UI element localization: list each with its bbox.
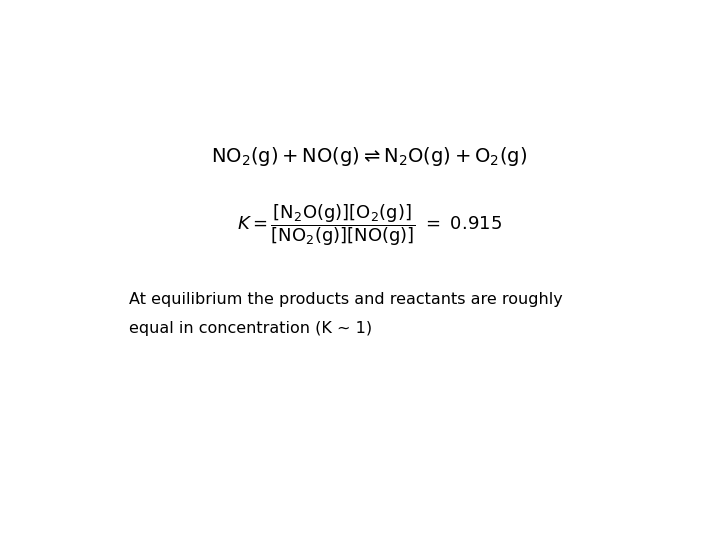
Text: $K = \dfrac{[\mathrm{N_2O(g)}][\mathrm{O_2(g)}]}{[\mathrm{NO_2(g)}][\mathrm{NO(g: $K = \dfrac{[\mathrm{N_2O(g)}][\mathrm{O… (237, 202, 501, 248)
Text: equal in concentration (K ~ 1): equal in concentration (K ~ 1) (129, 321, 372, 336)
Text: At equilibrium the products and reactants are roughly: At equilibrium the products and reactant… (129, 292, 563, 307)
Text: $\mathsf{NO_2(g) + NO(g) \rightleftharpoons N_2O(g) + O_2(g)}$: $\mathsf{NO_2(g) + NO(g) \rightleftharpo… (211, 145, 527, 168)
